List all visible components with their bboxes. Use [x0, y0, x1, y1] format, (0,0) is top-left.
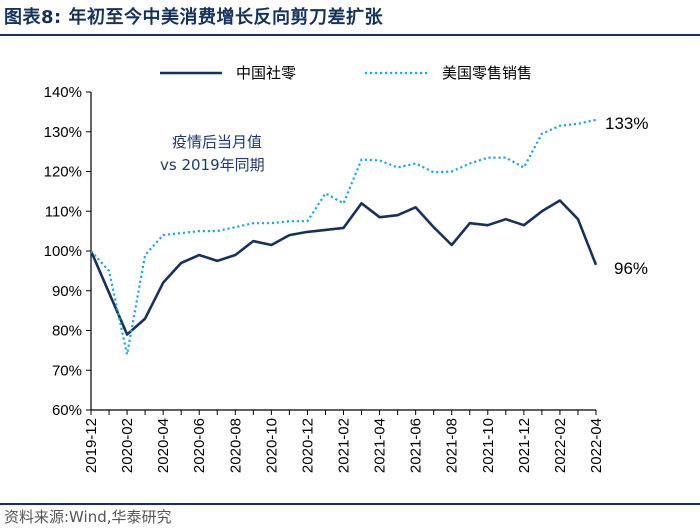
x-tick-label: 2020-06 — [191, 418, 208, 473]
x-tick-label: 2021-02 — [336, 418, 353, 473]
x-tick-label: 2020-10 — [263, 418, 280, 473]
legend-label-us: 美国零售销售 — [442, 64, 532, 82]
x-tick-label: 2019-12 — [83, 418, 100, 473]
x-tick-label: 2020-12 — [299, 418, 316, 473]
end-label-china: 96% — [614, 259, 648, 278]
x-tick-label: 2021-06 — [408, 418, 425, 473]
y-tick-label: 90% — [52, 283, 82, 300]
source-note: 资料来源:Wind,华泰研究 — [4, 508, 172, 526]
y-tick-label: 70% — [52, 362, 82, 379]
x-tick-label: 2021-10 — [480, 418, 497, 473]
series-line-us — [90, 118, 597, 356]
y-tick-label: 110% — [45, 203, 82, 220]
page-title: 图表8: 年初至今中美消费增长反向剪刀差扩张 — [4, 7, 383, 28]
legend-label-china: 中国社零 — [236, 64, 296, 82]
y-tick-label: 140% — [44, 84, 82, 101]
x-tick-label: 2020-08 — [227, 418, 244, 473]
x-tick-label: 2020-02 — [119, 418, 136, 473]
end-label-us: 133% — [605, 114, 648, 133]
annotation-line-1: 疫情后当月值 — [172, 133, 262, 151]
y-tick-label: 100% — [44, 243, 82, 260]
x-tick-label: 2022-04 — [588, 418, 605, 473]
title-divider — [0, 34, 700, 36]
x-tick-label: 2022-02 — [552, 418, 569, 473]
title-bar: 图表8: 年初至今中美消费增长反向剪刀差扩张 — [0, 0, 700, 38]
y-tick-label: 60% — [52, 402, 82, 419]
y-tick-label: 80% — [52, 323, 82, 340]
x-tick-label: 2020-04 — [155, 418, 172, 473]
x-tick-label: 2021-08 — [444, 418, 461, 473]
y-tick-label: 130% — [44, 124, 82, 141]
x-tick-label: 2021-04 — [372, 418, 389, 473]
x-tick-label: 2021-12 — [516, 418, 533, 473]
y-tick-label: 120% — [44, 164, 82, 181]
footer-divider — [0, 503, 700, 505]
legend: 中国社零 美国零售销售 — [160, 64, 532, 82]
annotation-line-2: vs 2019年同期 — [160, 156, 265, 174]
series-line-china — [89, 199, 598, 336]
